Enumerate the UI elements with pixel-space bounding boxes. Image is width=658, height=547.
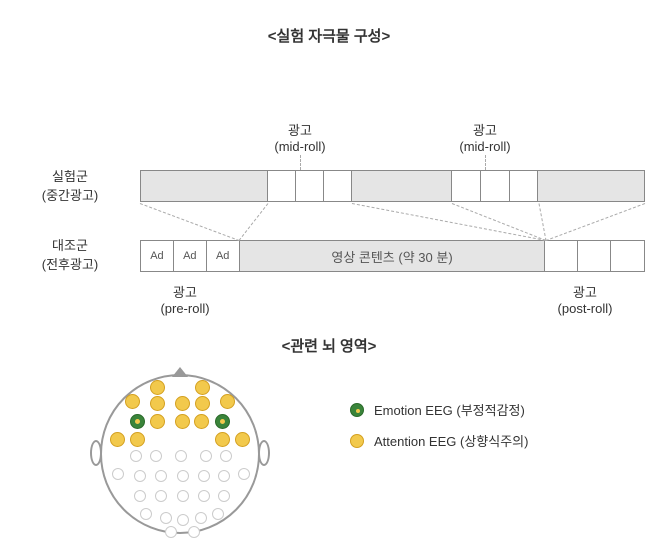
electrode-emotion (130, 414, 145, 429)
dash-line (352, 203, 546, 241)
electrode-attention (175, 414, 190, 429)
title-stimulus: <실험 자극물 구성> (0, 25, 658, 46)
legend-emotion-text: Emotion EEG (부정적감정) (374, 400, 525, 419)
post-top: 광고 (573, 285, 597, 300)
electrode-attention (150, 414, 165, 429)
ear-left (90, 440, 102, 466)
electrode-inactive (130, 450, 142, 462)
electrode-inactive (198, 490, 210, 502)
electrode-inactive (218, 470, 230, 482)
electrode-inactive (200, 450, 212, 462)
ear-right (258, 440, 270, 466)
electrode-inactive (238, 468, 250, 480)
label-postroll: 광고 (post-roll) (545, 282, 625, 316)
exp-segment (352, 171, 452, 201)
mid1-top: 광고 (288, 123, 312, 138)
electrode-attention (195, 396, 210, 411)
electrode-inactive (165, 526, 177, 538)
electrode-attention (130, 432, 145, 447)
label-midroll-1: 광고 (mid-roll) (260, 120, 340, 154)
ad-segment (611, 241, 644, 271)
exp-sub: (중간광고) (42, 188, 99, 203)
electrode-emotion (215, 414, 230, 429)
electrode-attention (175, 396, 190, 411)
electrode-attention (195, 380, 210, 395)
electrode-inactive (134, 470, 146, 482)
electrode-inactive (177, 490, 189, 502)
pre-sub: (pre-roll) (160, 301, 209, 316)
mid2-top: 광고 (473, 123, 497, 138)
electrode-inactive (212, 508, 224, 520)
electrode-attention (215, 432, 230, 447)
content-segment: 영상 콘텐츠 (약 30 분) (240, 241, 546, 271)
row-control: AdAdAd영상 콘텐츠 (약 30 분) (140, 240, 645, 272)
electrode-attention (150, 396, 165, 411)
label-experimental: 실험군 (중간광고) (15, 166, 125, 204)
exp-segment (481, 171, 510, 201)
dash-line (300, 155, 301, 170)
legend-attention: Attention EEG (상향식주의) (350, 431, 528, 450)
attention-dot-icon (350, 434, 364, 448)
dash-line (239, 203, 269, 241)
electrode-inactive (188, 526, 200, 538)
exp-segment (296, 171, 324, 201)
electrode-attention (235, 432, 250, 447)
legend-emotion: Emotion EEG (부정적감정) (350, 400, 528, 419)
exp-segment (141, 171, 268, 201)
electrode-inactive (195, 512, 207, 524)
ad-segment (545, 241, 578, 271)
electrode-inactive (177, 514, 189, 526)
title-brain: <관련 뇌 영역> (0, 335, 658, 356)
dash-line (539, 203, 547, 240)
ctrl-name: 대조군 (52, 238, 88, 253)
electrode-attention (194, 414, 209, 429)
stimulus-diagram: 실험군 (중간광고) 대조군 (전후광고) 광고 (mid-roll) 광고 (… (0, 60, 658, 290)
label-midroll-2: 광고 (mid-roll) (445, 120, 525, 154)
exp-segment (452, 171, 481, 201)
exp-segment (268, 171, 296, 201)
legend-attention-text: Attention EEG (상향식주의) (374, 431, 528, 450)
electrode-inactive (150, 450, 162, 462)
ad-segment: Ad (207, 241, 240, 271)
ad-segment: Ad (174, 241, 207, 271)
dash-line (140, 203, 239, 241)
label-preroll: 광고 (pre-roll) (145, 282, 225, 316)
exp-segment (538, 171, 644, 201)
dash-line (485, 155, 486, 170)
electrode-attention (110, 432, 125, 447)
electrode-attention (150, 380, 165, 395)
dash-line (546, 203, 645, 241)
electrode-inactive (177, 470, 189, 482)
brain-head-map (80, 370, 280, 540)
label-control: 대조군 (전후광고) (15, 235, 125, 273)
pre-top: 광고 (173, 285, 197, 300)
ad-segment (578, 241, 611, 271)
electrode-inactive (112, 468, 124, 480)
electrode-attention (220, 394, 235, 409)
electrode-inactive (160, 512, 172, 524)
electrode-inactive (175, 450, 187, 462)
mid2-sub: (mid-roll) (459, 139, 510, 154)
electrode-inactive (134, 490, 146, 502)
electrode-inactive (155, 490, 167, 502)
exp-segment (510, 171, 539, 201)
electrode-inactive (218, 490, 230, 502)
ad-segment: Ad (141, 241, 174, 271)
electrode-inactive (140, 508, 152, 520)
electrode-attention (125, 394, 140, 409)
legend: Emotion EEG (부정적감정) Attention EEG (상향식주의… (350, 400, 528, 462)
exp-name: 실험군 (52, 169, 88, 184)
mid1-sub: (mid-roll) (274, 139, 325, 154)
exp-segment (324, 171, 352, 201)
ctrl-sub: (전후광고) (42, 257, 99, 272)
emotion-dot-icon (350, 403, 364, 417)
row-experimental (140, 170, 645, 202)
electrode-inactive (220, 450, 232, 462)
dash-line (452, 203, 546, 241)
electrode-inactive (198, 470, 210, 482)
post-sub: (post-roll) (558, 301, 613, 316)
electrode-inactive (155, 470, 167, 482)
